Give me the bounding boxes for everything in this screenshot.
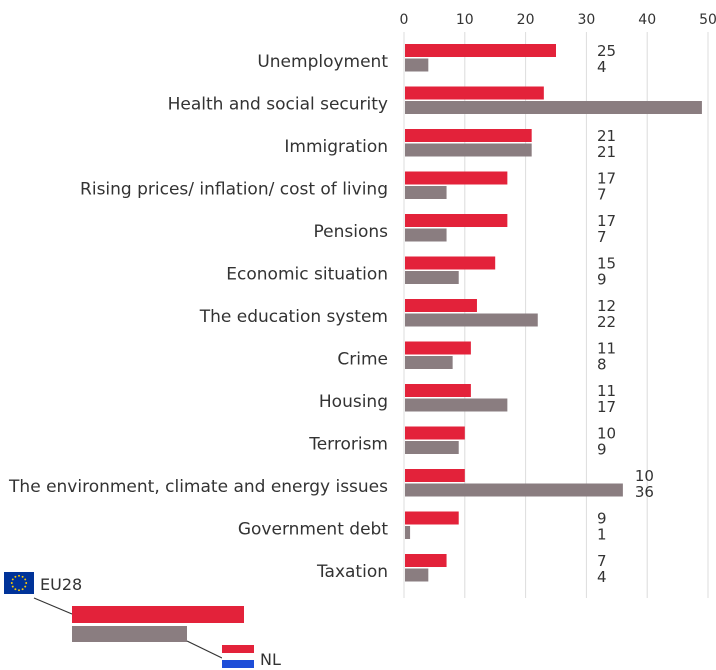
bar-eu28 (405, 469, 465, 482)
value-label-nl: 17 (597, 398, 616, 416)
eu-star (21, 575, 24, 578)
bar-nl (405, 186, 447, 199)
value-label-nl: 8 (597, 356, 607, 374)
eu-star (14, 588, 17, 591)
category-label: Immigration (284, 137, 388, 157)
value-label-nl: 9 (597, 441, 607, 459)
bar-eu28 (405, 511, 459, 525)
eu-star (14, 575, 17, 578)
category-label: Economic situation (226, 265, 388, 285)
value-label-eu28: 7 (597, 552, 607, 570)
bar-nl (405, 526, 411, 539)
bar-eu28 (405, 86, 544, 100)
bar-nl (405, 483, 623, 497)
bar-eu28 (405, 171, 508, 185)
x-tick-label: 10 (456, 12, 474, 28)
value-label-eu28: 10 (635, 467, 654, 485)
value-label-eu28: 10 (597, 425, 616, 443)
value-label-nl: 7 (597, 228, 607, 246)
bar-nl (405, 568, 429, 582)
value-label-eu28: 12 (597, 297, 616, 315)
bar-eu28 (405, 426, 465, 440)
category-label: Terrorism (308, 435, 388, 455)
nl-flag-icon (222, 645, 254, 668)
bars (405, 44, 702, 582)
category-label: The environment, climate and energy issu… (8, 477, 388, 497)
value-label-eu28: 17 (597, 170, 616, 188)
value-label-nl: 9 (597, 271, 607, 289)
bar-eu28 (405, 384, 471, 397)
category-label: Housing (319, 392, 388, 412)
x-tick-label: 50 (699, 12, 716, 28)
bar-nl (405, 441, 459, 454)
category-label: Government debt (238, 520, 388, 540)
bar-nl (405, 228, 447, 242)
eu-star (18, 574, 20, 577)
category-label: Pensions (314, 222, 389, 242)
category-label: Rising prices/ inflation/ cost of living (80, 180, 388, 200)
eu-star (18, 589, 20, 592)
eu-flag-icon (4, 572, 34, 594)
bar-eu28 (405, 44, 556, 57)
legend-label-eu28: EU28 (40, 575, 82, 594)
eu-star (25, 582, 28, 584)
value-label-eu28: 17 (597, 212, 616, 230)
category-label: The education system (199, 307, 388, 327)
x-tick-label: 40 (638, 12, 656, 28)
bar-eu28 (405, 256, 496, 270)
eu-star (10, 582, 13, 584)
value-label-nl: 22 (597, 313, 616, 331)
eu-star (11, 585, 14, 588)
value-label-eu28: 11 (597, 382, 616, 400)
bar-nl (405, 101, 702, 114)
legend-connector-nl (186, 640, 223, 659)
eu-star (24, 578, 27, 581)
bar-nl (405, 398, 508, 412)
bar-nl (405, 271, 459, 284)
bar-eu28 (405, 214, 508, 227)
value-label-nl: 4 (597, 568, 607, 586)
category-label: Unemployment (257, 52, 388, 72)
x-axis-ticks: 0 10 20 30 40 50 (400, 12, 716, 28)
value-label-nl: 4 (597, 58, 607, 76)
value-label-eu28: 11 (597, 340, 616, 358)
category-label: Crime (337, 350, 388, 370)
value-label-eu28: 9 (597, 510, 607, 528)
legend-swatch-nl (72, 626, 187, 642)
value-label-nl: 1 (597, 526, 607, 544)
value-label-nl: 21 (597, 143, 616, 161)
legend-swatch-eu28 (72, 606, 244, 623)
x-tick-label: 20 (517, 12, 535, 28)
legend-label-nl: NL (260, 650, 281, 669)
bar-nl (405, 356, 453, 369)
category-label: Health and social security (168, 95, 388, 115)
eu-star (11, 578, 14, 581)
value-label-nl: 36 (635, 483, 654, 501)
eu-star (21, 588, 24, 591)
value-label-eu28: 25 (597, 42, 616, 60)
x-tick-label: 30 (577, 12, 595, 28)
category-labels: Unemployment Health and social security Im… (8, 52, 388, 582)
x-tick-label: 0 (400, 12, 409, 28)
legend: EU28 NL (4, 572, 281, 669)
bar-nl (405, 313, 538, 327)
legend-connector-eu28 (33, 597, 73, 615)
value-label-eu28: 21 (597, 127, 616, 145)
value-label-eu28: 15 (597, 255, 616, 273)
bar-nl (405, 58, 429, 72)
bar-eu28 (405, 554, 447, 567)
bar-eu28 (405, 129, 532, 142)
bar-nl (405, 143, 532, 157)
bar-eu28 (405, 299, 477, 312)
bar-eu28 (405, 341, 471, 355)
value-label-nl: 7 (597, 186, 607, 204)
category-label: Taxation (316, 562, 388, 582)
eu-star (24, 585, 27, 588)
